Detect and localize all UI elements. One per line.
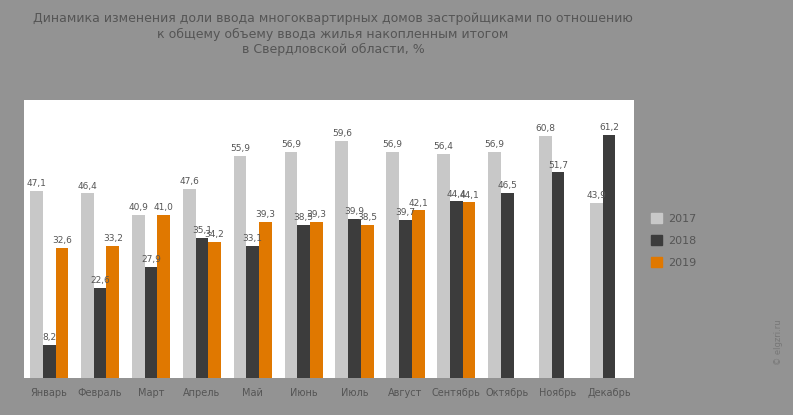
Text: 56,9: 56,9 [383,140,403,149]
Bar [132,215,144,378]
Text: 46,4: 46,4 [78,182,98,190]
Bar [348,219,361,378]
Bar [209,242,221,378]
Text: 56,9: 56,9 [281,140,301,149]
Text: 38,5: 38,5 [358,213,377,222]
Bar [488,151,501,378]
Text: Динамика изменения доли ввода многоквартирных домов застройщиками по отношению
к: Динамика изменения доли ввода многокварт… [33,12,633,56]
Bar [43,345,56,378]
Bar [56,248,68,378]
Text: 44,1: 44,1 [459,191,479,200]
Text: 35,1: 35,1 [192,227,212,235]
Text: 40,9: 40,9 [128,203,148,212]
Bar [81,193,94,378]
Text: 51,7: 51,7 [548,161,568,169]
Bar [183,188,196,378]
Text: 43,9: 43,9 [586,191,606,200]
Bar [30,190,43,378]
Bar [437,154,450,378]
Bar [590,203,603,378]
Bar [412,210,424,378]
Bar [94,288,106,378]
Text: 27,9: 27,9 [141,255,161,264]
Bar [386,151,399,378]
Bar [196,238,209,378]
Bar [539,136,552,378]
Bar [157,215,170,378]
Text: 8,2: 8,2 [42,333,56,342]
Bar [501,193,514,378]
Text: 22,6: 22,6 [90,276,110,285]
Text: 39,3: 39,3 [255,210,275,219]
Bar [297,225,310,378]
Text: 41,0: 41,0 [154,203,174,212]
Text: 59,6: 59,6 [331,129,352,138]
Bar [310,222,323,378]
Text: 47,6: 47,6 [179,177,199,186]
Legend: 2017, 2018, 2019: 2017, 2018, 2019 [648,210,699,271]
Bar [285,151,297,378]
Bar [552,172,565,378]
Text: 39,3: 39,3 [306,210,327,219]
Text: 56,9: 56,9 [485,140,504,149]
Text: 46,5: 46,5 [497,181,517,190]
Text: 42,1: 42,1 [408,199,428,208]
Text: 44,4: 44,4 [446,190,466,198]
Bar [399,220,412,378]
Text: 55,9: 55,9 [230,144,250,153]
Bar [144,267,157,378]
Text: 60,8: 60,8 [535,124,555,133]
Bar [106,246,119,378]
Text: 34,2: 34,2 [205,230,224,239]
Text: 47,1: 47,1 [27,179,47,188]
Text: 39,9: 39,9 [344,208,365,216]
Text: 61,2: 61,2 [599,123,619,132]
Bar [603,134,615,378]
Text: 39,7: 39,7 [396,208,416,217]
Bar [450,201,462,378]
Text: © elgzri.ru: © elgzri.ru [775,320,783,365]
Bar [259,222,272,378]
Text: 32,6: 32,6 [52,237,72,245]
Bar [361,225,374,378]
Bar [335,141,348,378]
Bar [247,246,259,378]
Text: 33,1: 33,1 [243,234,262,243]
Bar [234,156,247,378]
Text: 56,4: 56,4 [434,142,454,151]
Text: 33,2: 33,2 [103,234,123,243]
Bar [462,203,475,378]
Text: 38,5: 38,5 [293,213,314,222]
